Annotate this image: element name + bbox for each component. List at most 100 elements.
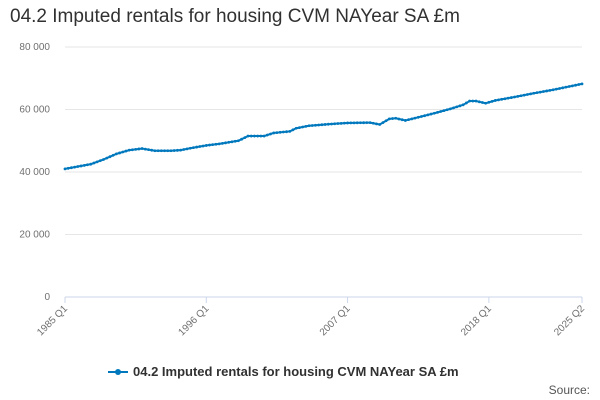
data-point [429,112,433,116]
data-point [108,155,112,159]
chart-title: 04.2 Imputed rentals for housing CVM NAY… [10,6,460,27]
data-point [281,130,285,134]
data-point [452,106,455,110]
data-point [352,121,356,125]
data-point [114,152,118,156]
series-line [64,82,583,170]
data-point [493,99,497,102]
data-point [201,144,205,148]
legend-swatch [108,367,128,377]
legend[interactable]: 04.2 Imputed rentals for housing CVM NAY… [108,364,459,379]
data-point [391,117,394,120]
y-tick-label: 0 [44,292,50,303]
data-point [233,139,237,143]
data-point [516,94,520,98]
data-point [362,121,366,125]
data-point [147,148,150,152]
x-tick-label: 2007 Q1 [318,303,353,338]
data-point [574,83,577,87]
data-point [124,149,128,153]
data-point [134,147,138,151]
data-point [169,149,173,153]
x-tick-label: 1996 Q1 [176,303,211,338]
data-point [63,167,67,171]
y-tick-label: 40 000 [19,167,50,178]
data-point [403,119,407,122]
data-point [503,97,507,101]
data-point [471,99,475,103]
data-point [127,148,131,152]
data-point [298,126,301,130]
series-layer [63,82,584,171]
data-point [535,91,539,95]
data-point [407,118,410,122]
data-point [143,147,147,151]
grid-layer [65,46,582,235]
data-point [156,149,160,153]
data-point [346,121,349,125]
source-label: Source: [548,383,590,397]
x-axis: 1985 Q1 1996 Q1 2007 Q1 2018 Q1 2025 Q2 [35,296,587,338]
data-point [484,101,488,105]
data-point [175,148,179,152]
data-point [564,85,568,89]
data-point [554,87,558,91]
data-point [481,101,484,104]
data-point [394,116,398,120]
data-point [265,133,269,137]
x-tick-label: 1985 Q1 [35,303,70,338]
data-point [105,156,109,160]
data-point [529,92,533,96]
data-point [76,165,80,168]
data-point [545,89,549,93]
data-point [320,123,324,127]
data-point [163,149,166,153]
data-point [365,121,369,125]
data-point [513,95,516,99]
data-point [98,159,102,163]
data-point [368,121,372,125]
data-point [192,146,195,150]
data-point [570,84,574,88]
data-point [577,83,581,86]
data-point [73,165,77,169]
data-point [166,149,170,153]
data-point [246,134,250,138]
data-point [288,129,292,133]
data-point [95,160,99,164]
data-point [381,121,385,125]
y-tick-label: 20 000 [19,230,50,241]
data-point [487,100,491,104]
data-point [243,136,247,140]
data-point [272,131,276,135]
data-point [397,117,401,121]
data-point [227,140,231,144]
data-point [410,117,414,121]
data-point [420,115,423,118]
data-point [111,153,115,157]
data-point [310,124,314,127]
data-point [214,142,218,146]
data-point [342,121,346,125]
data-point [182,148,186,151]
data-point [349,121,353,125]
data-point [542,90,545,93]
data-point [211,143,215,147]
data-point [387,117,391,121]
data-point [237,139,240,143]
data-point [336,122,340,125]
data-point [526,93,529,96]
legend-marker [115,368,121,375]
data-point [217,142,221,146]
y-tick-label: 80 000 [19,42,50,53]
data-point [198,145,202,148]
data-point [333,122,337,126]
data-point [269,132,272,136]
data-point [314,123,317,127]
data-point [551,88,555,92]
data-point [249,134,253,138]
data-point [262,134,266,138]
x-tick-label: 2025 Q2 [552,303,587,338]
data-point [474,99,478,103]
data-point [455,105,459,109]
